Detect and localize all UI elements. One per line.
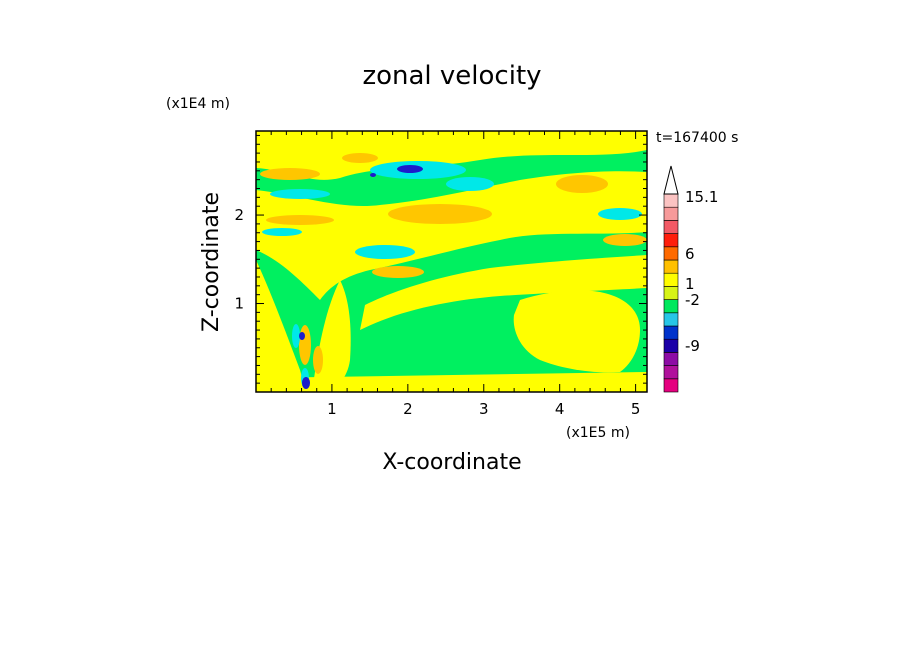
colorbar-label: 15.1 bbox=[685, 188, 718, 206]
field-orange-7 bbox=[342, 153, 378, 163]
y-axis-unit: (x1E4 m) bbox=[166, 96, 230, 112]
field-yellow-wedge bbox=[256, 260, 306, 392]
field-yellow-band-middle bbox=[256, 171, 647, 300]
field-orange-2 bbox=[266, 215, 334, 225]
colorbar-segment bbox=[663, 378, 679, 393]
plot-frame bbox=[255, 130, 648, 393]
x-tick-label: 3 bbox=[479, 400, 489, 418]
field-yellow-bottom-strip bbox=[256, 372, 647, 392]
colorbar-segment bbox=[663, 365, 679, 380]
colorbar-label: -9 bbox=[685, 337, 700, 355]
colorbar-segment bbox=[663, 299, 679, 314]
field-cyan-5 bbox=[355, 245, 415, 259]
colorbar-segment bbox=[663, 246, 679, 261]
colorbar-arrow bbox=[663, 165, 679, 195]
colorbar-segment bbox=[663, 352, 679, 366]
axis-ticks: 1 2 3 4 5 1 2 bbox=[234, 131, 647, 418]
x-axis-unit: (x1E5 m) bbox=[566, 425, 630, 441]
y-axis-label: Z-coordinate bbox=[199, 192, 224, 332]
field-cyan-8 bbox=[262, 228, 302, 236]
field-yellow-band-upper bbox=[256, 131, 647, 180]
field-orange-6 bbox=[372, 266, 424, 278]
field-cyan-6 bbox=[292, 324, 300, 348]
x-tick-label: 5 bbox=[631, 400, 641, 418]
colorbar-segment bbox=[663, 325, 679, 340]
field-cyan-1 bbox=[270, 189, 330, 199]
y-tick-label: 2 bbox=[234, 206, 244, 224]
colorbar-segment bbox=[663, 220, 679, 234]
field-yellow-lobe bbox=[513, 290, 640, 373]
x-tick-label: 2 bbox=[403, 400, 413, 418]
field-orange-1 bbox=[260, 168, 320, 180]
colorbar-segment bbox=[663, 233, 679, 248]
field-orange-4 bbox=[556, 175, 608, 193]
field-orange-3 bbox=[388, 204, 492, 224]
contour-field bbox=[256, 131, 647, 392]
colorbar-segment bbox=[663, 312, 679, 327]
x-tick-label: 4 bbox=[555, 400, 565, 418]
field-orange-8 bbox=[299, 325, 311, 365]
colorbar-segment bbox=[663, 338, 679, 353]
colorbar-segment bbox=[663, 286, 679, 300]
field-cyan-3 bbox=[446, 177, 494, 191]
field-cyan-4 bbox=[598, 208, 642, 220]
colorbar-segment bbox=[663, 272, 679, 287]
colorbar-label: -2 bbox=[685, 291, 700, 309]
field-orange-5 bbox=[603, 234, 647, 246]
x-axis-label: X-coordinate bbox=[382, 450, 521, 475]
colorbar-segment bbox=[663, 193, 679, 208]
chart-title: zonal velocity bbox=[362, 61, 541, 91]
field-yellow-band-lower bbox=[360, 255, 647, 330]
x-tick-label: 1 bbox=[327, 400, 337, 418]
colorbar-segment bbox=[663, 259, 679, 274]
colorbar-label: 6 bbox=[685, 245, 695, 263]
field-blue-4 bbox=[299, 332, 305, 340]
field-blue-1 bbox=[397, 165, 423, 173]
time-label: t=167400 s bbox=[656, 130, 738, 146]
y-tick-label: 1 bbox=[234, 295, 244, 313]
colorbar-segment bbox=[663, 206, 679, 221]
field-orange-9 bbox=[313, 346, 323, 374]
field-blue-3 bbox=[302, 377, 310, 389]
field-blue-2 bbox=[370, 173, 376, 177]
colorbar-label: 1 bbox=[685, 275, 695, 293]
colorbar: 15.1 6 1-2 -9 bbox=[663, 165, 718, 393]
